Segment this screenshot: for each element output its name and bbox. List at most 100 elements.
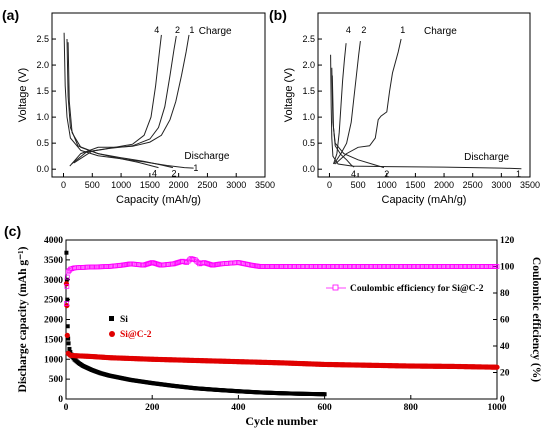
data-point <box>85 264 90 270</box>
data-point <box>226 260 232 266</box>
data-point <box>64 277 69 282</box>
legend-marker <box>109 331 115 337</box>
data-point <box>456 264 462 269</box>
data-point <box>488 264 493 269</box>
discharge-end-label: 4 <box>152 168 157 178</box>
data-point <box>357 264 363 269</box>
data-point <box>461 264 467 269</box>
data-point <box>424 264 429 269</box>
series-1-charge-curve <box>69 34 190 167</box>
data-point <box>485 264 491 269</box>
data-point <box>64 250 69 255</box>
y-tick-label: 0.5 <box>302 138 315 148</box>
y-right-axis-label: Coulombic efficiency (%) <box>530 257 542 382</box>
data-point <box>310 264 316 269</box>
data-point <box>289 264 295 269</box>
data-point <box>313 264 318 269</box>
data-point <box>407 264 412 269</box>
data-point <box>450 264 455 269</box>
data-point <box>314 264 320 269</box>
data-point <box>400 264 406 269</box>
data-point <box>322 264 327 269</box>
data-point <box>417 264 423 269</box>
data-point <box>292 264 297 269</box>
x-tick-label: 0 <box>64 403 69 413</box>
data-point <box>225 260 231 266</box>
data-point <box>97 264 103 270</box>
annotation: Discharge <box>464 152 509 163</box>
y-right-tick-label: 80 <box>500 289 510 299</box>
data-point <box>447 264 453 269</box>
data-point <box>303 264 309 269</box>
data-point <box>486 264 492 269</box>
data-point <box>265 264 270 269</box>
data-point <box>384 264 390 269</box>
y-tick-label: 2.0 <box>36 60 49 70</box>
data-point <box>349 264 355 269</box>
data-point <box>494 264 500 269</box>
data-point <box>433 264 438 269</box>
data-point <box>104 264 109 269</box>
legend-label: Coulombic efficiency for Si@C-2 <box>350 284 484 294</box>
data-point <box>309 264 314 269</box>
series-label: 2 <box>175 25 180 35</box>
data-point <box>375 264 381 269</box>
x-tick-label: 2000 <box>434 180 454 190</box>
data-point <box>266 264 272 269</box>
data-point <box>318 264 324 269</box>
discharge-end-label: 1 <box>193 163 198 173</box>
data-point <box>480 264 485 269</box>
data-point <box>382 264 388 269</box>
y-axis-label: Voltage (V) <box>17 68 29 122</box>
data-point <box>230 260 236 266</box>
data-point <box>340 264 346 269</box>
data-point <box>339 264 344 269</box>
data-point <box>484 264 489 269</box>
x-axis-label: Capacity (mAh/g) <box>382 194 467 206</box>
series-label: 4 <box>154 25 159 35</box>
data-point <box>229 260 235 266</box>
data-point <box>95 264 101 270</box>
data-point <box>332 264 338 269</box>
data-point <box>323 264 329 269</box>
y-axis-label: Voltage (V) <box>283 68 295 122</box>
data-point <box>293 264 299 269</box>
y-right-tick-label: 20 <box>500 369 510 379</box>
data-point <box>91 264 97 270</box>
data-point <box>434 264 440 269</box>
data-point <box>286 264 292 269</box>
data-point <box>307 264 313 269</box>
series-1-discharge-curve <box>330 54 522 170</box>
y-tick-label: 3500 <box>44 256 63 266</box>
discharge-end-label: 2 <box>172 168 177 178</box>
x-axis-label: Cycle number <box>245 414 318 428</box>
y-right-tick-label: 40 <box>500 342 510 352</box>
data-point <box>476 264 482 269</box>
data-point <box>412 264 418 269</box>
x-tick-label: 0 <box>327 180 332 190</box>
data-point <box>422 264 428 269</box>
x-tick-label: 1000 <box>111 180 131 190</box>
data-point <box>301 264 307 269</box>
data-point <box>463 264 469 269</box>
data-point <box>324 264 330 269</box>
data-point <box>416 264 421 269</box>
y-tick-label: 1500 <box>44 335 63 345</box>
data-point <box>298 264 304 269</box>
y-tick-label: 0 <box>58 395 63 405</box>
data-point <box>421 264 427 269</box>
series-label: 4 <box>346 25 351 35</box>
chart-panel-1: (a) 0 500 1000 1500 2000 2500 3000 3500 0.0 0.5 1.0… <box>2 7 275 206</box>
data-point <box>277 264 283 269</box>
data-point <box>383 264 389 269</box>
data-point <box>414 264 420 269</box>
data-point <box>76 265 81 270</box>
data-point <box>290 264 296 269</box>
data-point <box>297 264 303 269</box>
data-point <box>101 264 107 270</box>
data-point <box>452 264 458 269</box>
data-point <box>441 264 446 269</box>
data-point <box>364 264 369 269</box>
data-point <box>465 264 471 269</box>
data-point <box>319 264 325 269</box>
